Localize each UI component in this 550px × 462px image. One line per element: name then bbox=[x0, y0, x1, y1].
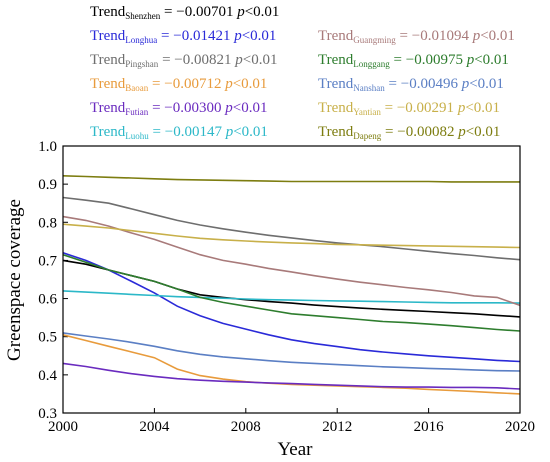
series-line-yantian bbox=[62, 223, 521, 249]
legend-entry-baoan: TrendBaoan = −0.00712 p<0.01 bbox=[90, 76, 268, 93]
legend-entry-yantian: TrendYantian = −0.00291 p<0.01 bbox=[318, 100, 501, 117]
legend-entry-futian: TrendFutian = −0.00300 p<0.01 bbox=[90, 100, 268, 117]
x-tick-label: 2012 bbox=[322, 419, 352, 435]
y-tick-label: 0.5 bbox=[38, 330, 57, 346]
series-line-shenzhen bbox=[62, 259, 521, 318]
series-line-baoan bbox=[62, 334, 521, 395]
x-tick-label: 2004 bbox=[139, 419, 170, 435]
legend-entry-dapeng: TrendDapeng = −0.00082 p<0.01 bbox=[318, 124, 501, 141]
series-line-guangming bbox=[62, 215, 521, 307]
y-tick-label: 0.3 bbox=[38, 406, 57, 422]
legend-entry-pingshan: TrendPingshan = −0.00821 p<0.01 bbox=[90, 52, 278, 69]
series-lines bbox=[62, 175, 521, 395]
x-tick-label: 2000 bbox=[48, 419, 78, 435]
legend-entry-luohu: TrendLuohu = −0.00147 p<0.01 bbox=[90, 124, 268, 141]
series-line-longhua bbox=[62, 252, 521, 363]
x-tick-label: 2016 bbox=[414, 419, 445, 435]
series-line-longgang bbox=[62, 253, 521, 332]
series-line-futian bbox=[62, 362, 521, 390]
x-tick-label: 2020 bbox=[505, 419, 535, 435]
legend-entry-longgang: TrendLonggang = −0.00975 p<0.01 bbox=[318, 52, 509, 69]
series-line-luohu bbox=[62, 290, 521, 304]
plot-frame bbox=[62, 145, 521, 414]
series-line-nanshan bbox=[62, 332, 521, 372]
legend-entry-longhua: TrendLonghua = −0.01421 p<0.01 bbox=[90, 28, 277, 45]
y-axis-label: Greenspace coverage bbox=[4, 199, 25, 361]
y-tick-label: 0.8 bbox=[38, 215, 57, 231]
x-axis-label: Year bbox=[277, 439, 313, 460]
y-tick-label: 0.4 bbox=[38, 368, 57, 384]
x-tick-label: 2008 bbox=[231, 419, 261, 435]
legend-entry-shenzhen: TrendShenzhen = −0.00701 p<0.01 bbox=[90, 4, 280, 21]
legend-entry-guangming: TrendGuangming = −0.01094 p<0.01 bbox=[318, 28, 515, 45]
series-line-dapeng bbox=[62, 175, 520, 183]
y-tick-label: 0.7 bbox=[38, 253, 57, 269]
y-tick-label: 0.6 bbox=[38, 292, 57, 308]
series-line-pingshan bbox=[62, 196, 521, 261]
tick-labels: 2000 2004 2008 2012 2016 2020 0.3 0.4 0.5 0.6 0.7 0… bbox=[38, 139, 535, 435]
legend-entry-nanshan: TrendNanshan = −0.00496 p<0.01 bbox=[318, 76, 504, 93]
y-tick-label: 0.9 bbox=[38, 177, 57, 193]
y-tick-label: 1.0 bbox=[38, 139, 57, 155]
